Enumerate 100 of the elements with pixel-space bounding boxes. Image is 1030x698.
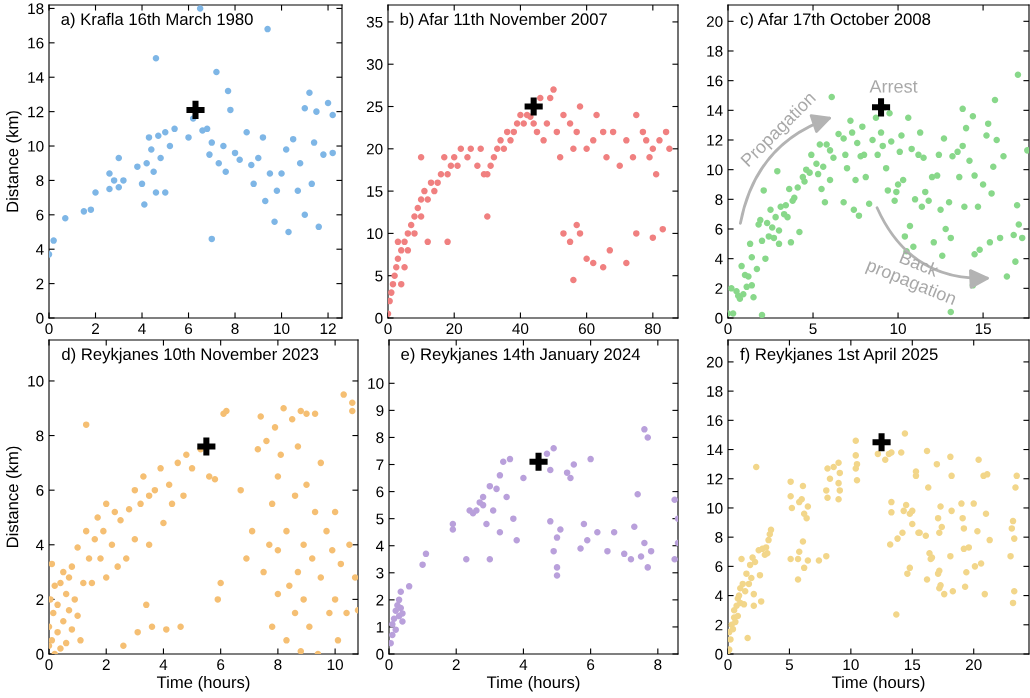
x-tick-label: 20 [965, 659, 982, 671]
y-tick-label: 20 [706, 356, 723, 368]
x-tick-label: 8 [274, 659, 282, 671]
y-tick-label: 10 [367, 228, 383, 240]
y-tick-label: 6 [36, 485, 44, 496]
y-tick-label: 12 [707, 134, 723, 146]
chart-title: f) Reykjanes 1st April 2025 [740, 347, 938, 364]
y-tick-label: 15 [367, 186, 383, 197]
y-tick-label: 10 [28, 375, 44, 387]
y-tick-label: 14 [707, 444, 723, 456]
x-tick-label: 20 [446, 323, 463, 335]
y-tick-label: 8 [715, 532, 723, 543]
y-tick-label: 16 [707, 75, 723, 87]
x-tick-label: 8 [231, 323, 239, 335]
y-tick-label: 2 [376, 594, 384, 606]
y-tick-label: 10 [707, 502, 723, 514]
x-tick-label: 4 [138, 323, 146, 334]
y-tick-label: 7 [376, 459, 384, 471]
y-tick-label: 1 [376, 621, 384, 633]
x-tick-label: 0 [724, 659, 732, 671]
y-tick-label: 4 [714, 253, 723, 265]
y-tick-label: 10 [707, 164, 723, 176]
y-tick-label: 2 [715, 619, 723, 631]
x-tick-label: 15 [975, 323, 991, 335]
x-tick-label: 0 [385, 659, 393, 671]
y-tick-label: 5 [375, 270, 383, 282]
x-axis-title: Time (hours) [831, 675, 925, 692]
x-tick-label: 2 [92, 323, 99, 334]
y-axis-title: Distance (km) [6, 111, 22, 212]
x-tick-label: 10 [890, 323, 906, 335]
y-tick-label: 6 [715, 223, 723, 235]
chart-title: b) Afar 11th November 2007 [400, 12, 607, 29]
y-tick-label: 0 [715, 648, 723, 660]
y-tick-label: 4 [714, 590, 723, 602]
y-tick-label: 14 [28, 72, 44, 83]
x-tick-label: 2 [452, 659, 460, 670]
annotation: Arrest [869, 80, 918, 93]
y-tick-label: 18 [28, 3, 44, 15]
y-tick-label: 35 [366, 16, 383, 28]
x-tick-label: 8 [654, 659, 662, 671]
y-tick-label: 8 [36, 430, 44, 442]
x-tick-label: 4 [159, 659, 168, 670]
x-tick-label: 0 [45, 323, 53, 335]
y-tick-label: 9 [376, 405, 384, 417]
y-tick-label: 0 [376, 648, 384, 660]
x-tick-label: 10 [327, 659, 344, 671]
x-tick-label: 0 [45, 659, 53, 671]
x-tick-label: 5 [809, 323, 817, 335]
y-tick-label: 4 [375, 540, 384, 552]
y-tick-label: 8 [36, 175, 44, 187]
chart-title: e) Reykjanes 14th January 2024 [401, 347, 641, 364]
x-tick-label: 6 [217, 659, 225, 671]
y-tick-label: 12 [28, 106, 44, 118]
x-tick-label: 2 [102, 659, 110, 670]
y-tick-label: 20 [366, 143, 383, 155]
x-tick-label: 80 [645, 323, 661, 335]
y-tick-label: 18 [707, 45, 723, 57]
y-tick-label: 4 [35, 539, 44, 551]
y-tick-label: 2 [36, 278, 44, 290]
x-tick-label: 15 [904, 659, 921, 671]
y-tick-label: 25 [366, 101, 383, 113]
y-tick-label: 5 [376, 513, 384, 525]
y-tick-label: 10 [28, 140, 44, 152]
y-tick-label: 16 [28, 37, 44, 49]
y-tick-label: 2 [36, 594, 44, 605]
y-tick-label: 2 [715, 283, 723, 294]
y-tick-label: 18 [707, 385, 723, 397]
y-tick-label: 0 [375, 312, 383, 324]
y-tick-label: 6 [715, 561, 723, 573]
chart-title: c) Afar 17th October 2008 [740, 12, 931, 29]
x-tick-label: 10 [274, 323, 290, 335]
y-tick-label: 30 [366, 59, 383, 70]
chart-title: a) Krafla 16th March 1980 [61, 12, 253, 29]
x-tick-label: 0 [724, 323, 732, 335]
y-tick-label: 0 [36, 648, 44, 660]
x-tick-label: 40 [512, 323, 529, 335]
x-axis-title: Time (hours) [486, 675, 580, 692]
y-tick-label: 4 [35, 244, 44, 255]
x-tick-label: 5 [785, 659, 794, 671]
y-tick-label: 8 [715, 194, 723, 206]
x-tick-label: 10 [843, 659, 859, 671]
y-tick-label: 20 [706, 16, 723, 27]
x-tick-label: 4 [519, 659, 528, 670]
y-tick-label: 3 [376, 567, 384, 579]
x-axis-title: Time (hours) [156, 675, 250, 692]
y-tick-label: 14 [707, 105, 723, 116]
y-tick-label: 16 [707, 415, 723, 427]
y-tick-label: 12 [707, 473, 723, 485]
x-tick-label: 60 [578, 323, 595, 335]
y-tick-label: 8 [376, 432, 384, 444]
x-tick-label: 12 [320, 323, 336, 334]
y-tick-label: 10 [368, 378, 384, 389]
y-tick-label: 0 [715, 312, 723, 324]
chart-title: d) Reykjanes 10th November 2023 [62, 347, 319, 364]
x-tick-label: 6 [587, 659, 595, 671]
y-tick-label: 6 [376, 486, 384, 498]
y-axis-title: Distance (km) [6, 446, 22, 548]
y-tick-label: 6 [36, 209, 44, 221]
y-tick-label: 0 [36, 312, 44, 324]
x-tick-label: 0 [384, 323, 392, 335]
